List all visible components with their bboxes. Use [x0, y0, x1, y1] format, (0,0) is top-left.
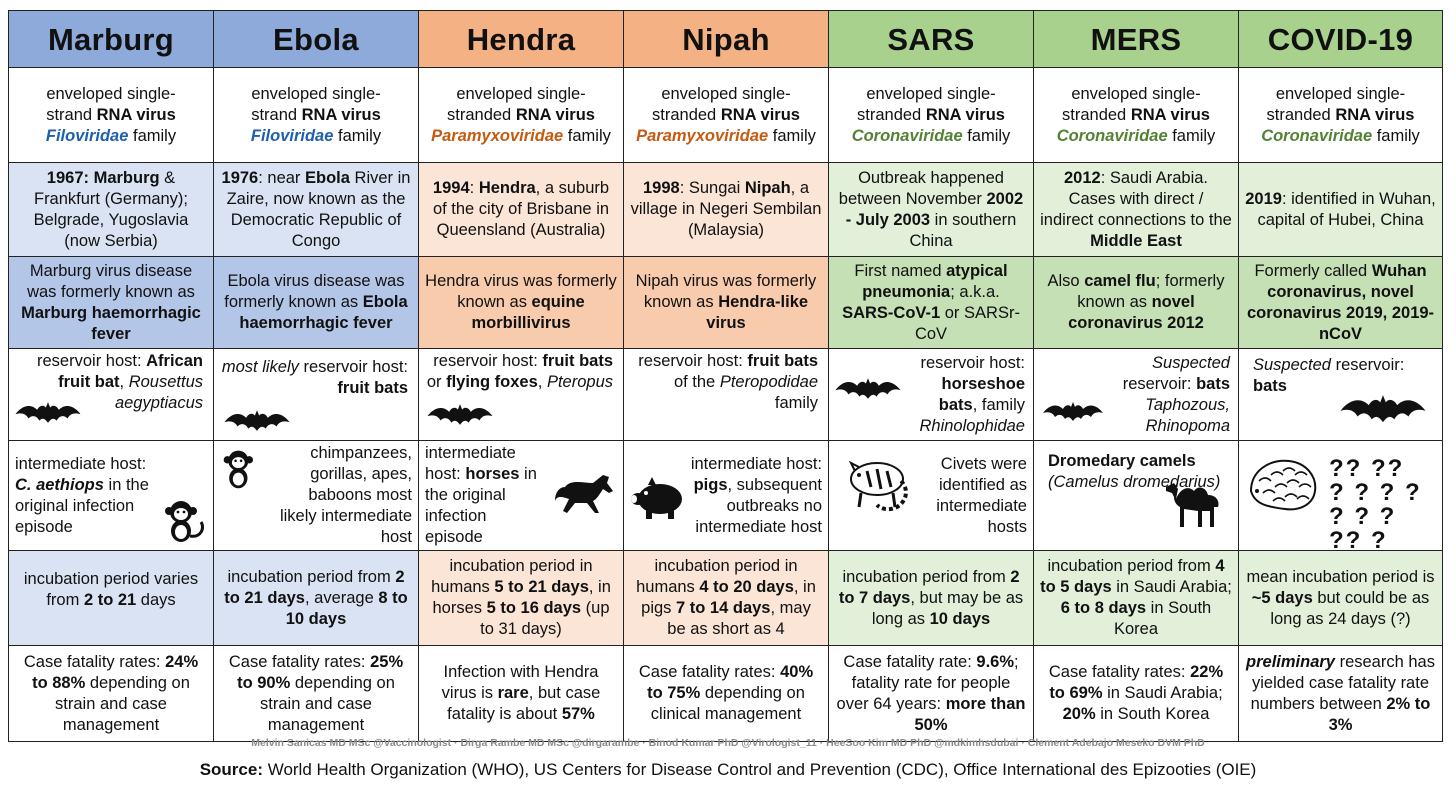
fatality-nipah: Case fatality rates: 40% to 75% dependin… — [623, 645, 829, 742]
incubation-ebola: incubation period from 2 to 21 days, ave… — [213, 550, 419, 646]
source-line: Source: World Health Organization (WHO),… — [0, 760, 1456, 780]
header-ebola: Ebola — [213, 10, 419, 68]
origin-ebola: 1976: near Ebola River in Zaire, now kno… — [213, 162, 419, 257]
family-cell: enveloped single-stranded RNA virus Param… — [418, 67, 624, 163]
monkey-icon — [165, 501, 205, 542]
names-hendra: Hendra virus was formerly known as equin… — [418, 256, 624, 349]
intermediate-mers: Dromedary camels (Camelus dromedarius) — [1033, 440, 1239, 551]
incubation-covid: mean incubation period is ~5 days but co… — [1238, 550, 1443, 646]
intermediate-sars: Civets were identified as intermediate h… — [828, 440, 1034, 551]
names-ebola: Ebola virus disease was formerly known a… — [213, 256, 419, 349]
header-nipah: Nipah — [623, 10, 829, 68]
origin-hendra: 1994: Hendra, a suburb of the city of Br… — [418, 162, 624, 257]
bat-icon — [15, 402, 81, 423]
origin-row: 1967: Marburg & Frankfurt (Germany); Bel… — [8, 162, 1443, 257]
reservoir-text: reservoir host: African fruit bat, Rouse… — [37, 352, 203, 412]
origin-covid: 2019: identified in Wuhan, capital of Hu… — [1238, 162, 1443, 257]
intermediate-hendra: intermediate host: horses in the origina… — [418, 440, 624, 551]
reservoir-hendra: reservoir host: fruit bats or flying fox… — [418, 348, 624, 441]
incubation-marburg: incubation period varies from 2 to 21 da… — [8, 550, 214, 646]
question-marks-icon: ?? ?? ? ? ? ? ? ? ? ?? ? — [1329, 455, 1422, 551]
fatality-covid: preliminary research has yielded case fa… — [1238, 645, 1443, 742]
fatality-mers: Case fatality rates: 22% to 69% in Saudi… — [1033, 645, 1239, 742]
reservoir-nipah: reservoir host: fruit bats of the Pterop… — [623, 348, 829, 441]
source-text: World Health Organization (WHO), US Cent… — [262, 760, 1257, 779]
family-cell: enveloped single-stranded RNA virus Param… — [623, 67, 829, 163]
family-cell: enveloped single-stranded RNA virus Coron… — [1238, 67, 1443, 163]
fatality-ebola: Case fatality rates: 25% to 90% dependin… — [213, 645, 419, 742]
incubation-mers: incubation period from 4 to 5 days in Sa… — [1033, 550, 1239, 646]
header-hendra: Hendra — [418, 10, 624, 68]
incubation-row: incubation period varies from 2 to 21 da… — [8, 550, 1443, 646]
monkey-icon — [223, 450, 253, 489]
header-covid: COVID-19 — [1238, 10, 1443, 68]
fatality-hendra: Infection with Hendra virus is rare, but… — [418, 645, 624, 742]
intermediate-covid: ?? ?? ? ? ? ? ? ? ? ?? ? — [1238, 440, 1443, 551]
virus-comparison-table: Marburg Ebola Hendra Nipah SARS MERS COV… — [8, 10, 1443, 742]
names-covid: Formerly called Wuhan coronavirus, novel… — [1238, 256, 1443, 349]
fatality-row: Case fatality rates: 24% to 88% dependin… — [8, 645, 1443, 742]
bat-icon — [427, 404, 493, 425]
reservoir-sars: reservoir host: horseshoe bats, family R… — [828, 348, 1034, 441]
family-cell: enveloped single-stranded RNA virus Coron… — [1033, 67, 1239, 163]
header-sars: SARS — [828, 10, 1034, 68]
reservoir-text: reservoir host: horseshoe bats, family R… — [919, 353, 1025, 435]
reservoir-row: reservoir host: African fruit bat, Rouse… — [8, 348, 1443, 441]
family-cell: enveloped single-strand RNA virus Filovir… — [8, 67, 214, 163]
intermediate-text: Civets were identified as intermediate h… — [936, 454, 1027, 536]
reservoir-ebola: most likely reservoir host: fruit bats — [213, 348, 419, 441]
names-mers: Also camel flu; formerly known as novel … — [1033, 256, 1239, 349]
incubation-nipah: incubation period in humans 4 to 20 days… — [623, 550, 829, 646]
author-credits: Melvin Sanicas MD MSc @Vaccinologist · D… — [251, 737, 1205, 749]
reservoir-marburg: reservoir host: African fruit bat, Rouse… — [8, 348, 214, 441]
reservoir-text: Suspected reservoir: bats Taphozous, Rhi… — [1122, 354, 1230, 435]
family-cell: enveloped single-stranded RNA virus Coron… — [828, 67, 1034, 163]
civet-icon — [848, 460, 908, 512]
intermediate-text: intermediate host: horses in the origina… — [425, 444, 537, 546]
camel-icon — [1166, 483, 1219, 527]
bat-icon — [224, 410, 290, 431]
reservoir-mers: Suspected reservoir: bats Taphozous, Rhi… — [1033, 348, 1239, 441]
fatality-marburg: Case fatality rates: 24% to 88% dependin… — [8, 645, 214, 742]
origin-sars: Outbreak happened between November 2002 … — [828, 162, 1034, 257]
intermediate-text: chimpanzees, gorillas, apes, baboons mos… — [279, 444, 412, 546]
intermediate-row: intermediate host: C. aethiops in the or… — [8, 440, 1443, 551]
names-nipah: Nipah virus was formerly known as Hendra… — [623, 256, 829, 349]
bat-icon — [1340, 395, 1426, 423]
bat-icon — [1043, 402, 1103, 421]
origin-marburg: 1967: Marburg & Frankfurt (Germany); Bel… — [8, 162, 214, 257]
family-row: enveloped single-strand RNA virus Filovir… — [8, 67, 1443, 163]
header-marburg: Marburg — [8, 10, 214, 68]
pig-icon — [631, 477, 682, 519]
intermediate-text: intermediate host: C. aethiops in the or… — [15, 454, 149, 536]
origin-mers: 2012: Saudi Arabia. Cases with direct / … — [1033, 162, 1239, 257]
source-label: Source: — [199, 760, 263, 779]
intermediate-marburg: intermediate host: C. aethiops in the or… — [8, 440, 214, 551]
reservoir-text: most likely reservoir host: fruit bats — [221, 358, 408, 397]
header-mers: MERS — [1033, 10, 1239, 68]
incubation-sars: incubation period from 2 to 7 days, but … — [828, 550, 1034, 646]
reservoir-text: Suspected reservoir: bats — [1253, 356, 1405, 395]
header-row: Marburg Ebola Hendra Nipah SARS MERS COV… — [8, 10, 1443, 68]
bat-icon — [835, 378, 901, 399]
family-cell: enveloped single-strand RNA virus Filovir… — [213, 67, 419, 163]
incubation-hendra: incubation period in humans 5 to 21 days… — [418, 550, 624, 646]
names-sars: First named atypical pneumonia; a.k.a. S… — [828, 256, 1034, 349]
reservoir-covid: Suspected reservoir: bats — [1238, 348, 1443, 441]
names-marburg: Marburg virus disease was formerly known… — [8, 256, 214, 349]
reservoir-text: reservoir host: fruit bats of the Pterop… — [638, 352, 818, 412]
intermediate-nipah: intermediate host: pigs, subsequent outb… — [623, 440, 829, 551]
fatality-sars: Case fatality rate: 9.6%; fatality rate … — [828, 645, 1034, 742]
intermediate-ebola: chimpanzees, gorillas, apes, baboons mos… — [213, 440, 419, 551]
intermediate-text: Dromedary camels (Camelus dromedarius) — [1048, 452, 1221, 491]
origin-nipah: 1998: Sungai Nipah, a village in Negeri … — [623, 162, 829, 257]
reservoir-text: reservoir host: fruit bats or flying fox… — [426, 352, 613, 391]
pangolin-icon — [1249, 459, 1317, 511]
intermediate-text: intermediate host: pigs, subsequent outb… — [690, 454, 822, 536]
horse-icon — [555, 475, 613, 513]
former-names-row: Marburg virus disease was formerly known… — [8, 256, 1443, 349]
